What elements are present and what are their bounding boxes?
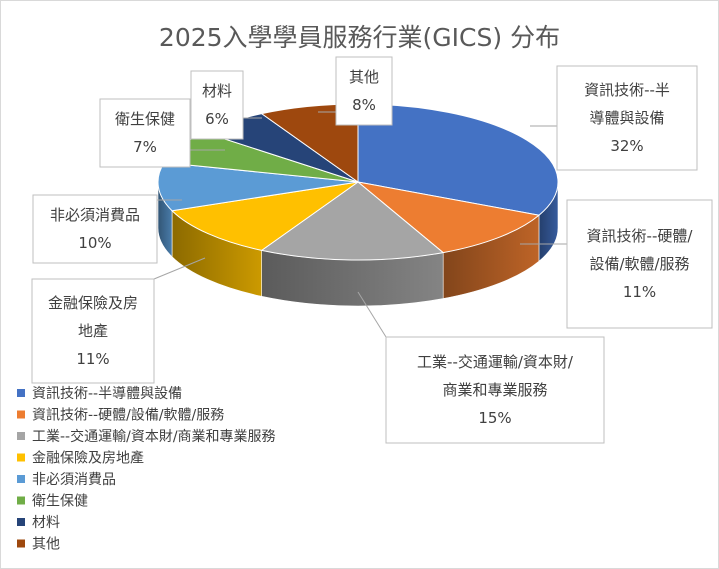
callouts: 資訊技術--半導體與設備 32% 資訊技術--硬體/設備/軟體/服務 11% 工業--交…: [31, 56, 713, 444]
legend-swatch-2: [17, 432, 25, 440]
callout-value-2: 15%: [478, 409, 511, 427]
callout-label-5-0: 衛生保健: [115, 110, 175, 128]
callout-label-3-0: 金融保險及房: [48, 294, 138, 312]
callout-label-0-0: 資訊技術--半: [584, 81, 670, 99]
legend-label-0: 資訊技術--半導體與設備: [32, 386, 182, 402]
legend-swatch-5: [17, 496, 25, 505]
callout-box-1: [566, 199, 713, 329]
pie-slice-3: [170, 181, 359, 251]
callout-value-5: 7%: [133, 138, 157, 156]
callout-label-1-0: 資訊技術--硬體/: [587, 227, 694, 245]
legend-swatch-3: [17, 453, 25, 462]
callout-value-7: 8%: [352, 96, 376, 114]
legend-label-5: 衛生保健: [32, 494, 88, 510]
callout-box-3: [31, 278, 155, 384]
legend-label-6: 材料: [32, 515, 60, 531]
callout-value-4: 10%: [78, 234, 111, 252]
callout-label-1-1: 設備/軟體/服務: [589, 255, 689, 273]
pie-slice-1: [356, 181, 541, 254]
legend-label-3: 金融保險及房地產: [32, 450, 144, 467]
callout-box-2: [385, 336, 605, 444]
callout-label-2-1: 商業和專業服務: [442, 381, 547, 399]
callout-label-0-1: 導體與設備: [589, 109, 664, 127]
callout-label-6-0: 材料: [202, 82, 232, 100]
callout-label-3-1: 地產: [78, 322, 108, 340]
callout-label-7-0: 其他: [349, 68, 379, 86]
callout-box-6: [190, 70, 244, 140]
callout-label-2-0: 工業--交通運輸/資本財/: [417, 353, 574, 371]
callout-box-5: [99, 98, 191, 168]
legend-label-1: 資訊技術--硬體/設備/軟體/服務: [32, 408, 224, 424]
chart-title: 2025入學學員服務行業(GICS) 分布: [158, 23, 561, 52]
callout-value-0: 32%: [610, 137, 643, 155]
legend-swatch-4: [17, 475, 25, 483]
pie-sides: [157, 181, 559, 307]
pie-slice-0: [357, 103, 559, 216]
legend-label-4: 非必須消費品: [32, 472, 116, 488]
pie-tops: [157, 103, 559, 261]
callout-value-3: 11%: [76, 350, 109, 368]
legend-swatch-0: [17, 389, 25, 397]
callout-leaders: [153, 111, 567, 338]
legend-swatch-6: [17, 518, 25, 526]
legend-swatch-1: [17, 410, 25, 419]
legend-swatch-7: [17, 539, 25, 548]
callout-value-1: 11%: [623, 283, 656, 301]
callout-label-4-0: 非必須消費品: [50, 206, 140, 224]
pie-slice-2: [260, 181, 445, 261]
callout-box-0: [556, 65, 698, 171]
callout-leader-3: [153, 257, 206, 280]
callout-box-4: [32, 194, 158, 264]
legend-label-2: 工業--交通運輸/資本財/商業和專業服務: [32, 428, 276, 445]
callout-value-6: 6%: [205, 110, 229, 128]
legend-label-7: 其他: [32, 537, 60, 553]
legend: 資訊技術--半導體與設備資訊技術--硬體/設備/軟體/服務工業--交通運輸/資本…: [17, 386, 276, 553]
callout-leader-2: [357, 291, 387, 338]
callout-box-7: [335, 56, 393, 126]
